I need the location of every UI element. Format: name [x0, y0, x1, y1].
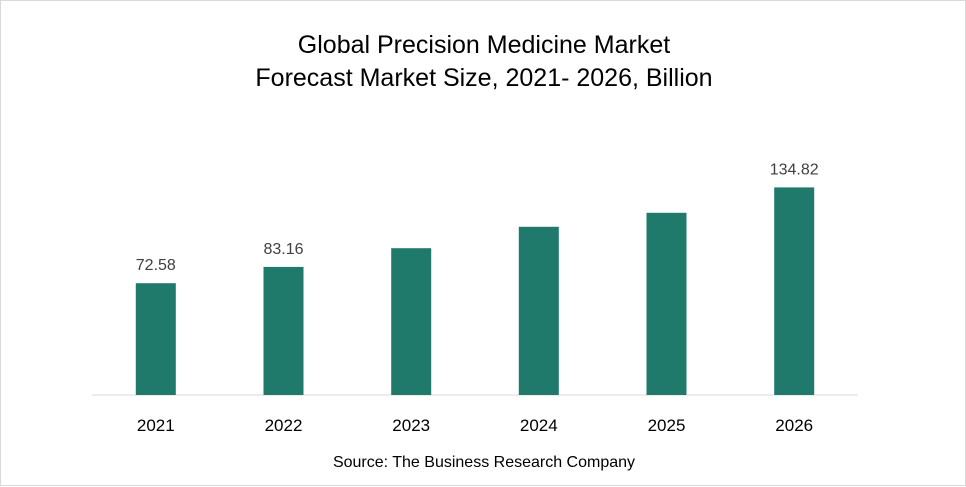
x-tick-label-2024: 2024 [520, 416, 558, 435]
chart-subtitle: Forecast Market Size, 2021- 2026, Billio… [255, 64, 713, 92]
x-tick-label-2021: 2021 [137, 416, 175, 435]
bar-2023 [391, 248, 432, 395]
data-label-2022: 83.16 [263, 241, 303, 258]
x-tick-label-2026: 2026 [775, 416, 813, 435]
x-tick-label-2025: 2025 [648, 416, 686, 435]
x-tick-label-2023: 2023 [392, 416, 430, 435]
x-tick-label-2022: 2022 [265, 416, 303, 435]
chart-title: Global Precision Medicine Market [297, 31, 671, 59]
bar-2022 [263, 266, 304, 395]
bar-2021 [135, 283, 176, 395]
bar-2026 [774, 187, 815, 395]
data-label-2026: 134.82 [770, 161, 819, 178]
chart-title-block: Global Precision Medicine Market Forecas… [1, 29, 966, 95]
bar-2024 [518, 226, 559, 395]
source-note: Source: The Business Research Company [332, 454, 636, 471]
data-label-2021: 72.58 [136, 257, 176, 274]
bar-2025 [646, 212, 687, 395]
